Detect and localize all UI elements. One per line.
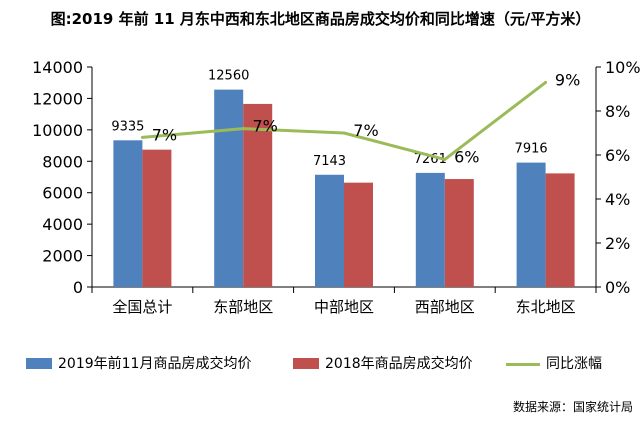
y-left-tick-label: 4000 [42, 215, 83, 234]
y-left-tick-label: 14000 [32, 58, 83, 77]
legend-label: 同比涨幅 [546, 356, 602, 372]
x-tick-label: 西部地区 [415, 298, 475, 316]
bar-2018 [142, 149, 172, 287]
bar-value-label: 7261 [414, 152, 447, 167]
y-right-tick-label: 0% [605, 278, 630, 297]
line-point [140, 135, 144, 139]
y-left-tick-label: 6000 [42, 184, 83, 203]
source-note: 数据来源：国家统计局 [512, 400, 633, 414]
y-right-tick-label: 8% [605, 102, 630, 121]
y-right-tick-label: 4% [605, 190, 630, 209]
line-value-label: 9% [555, 70, 580, 89]
y-left-tick-label: 10000 [32, 121, 83, 140]
bar-value-label: 7143 [313, 154, 346, 169]
y-right-tick-label: 2% [605, 234, 630, 253]
legend-swatch-red [293, 358, 319, 369]
y-right-tick-label: 10% [605, 58, 641, 77]
line-value-label: 6% [454, 147, 479, 166]
y-left-tick-label: 8000 [42, 152, 83, 171]
chart-title: 图:2019 年前 11 月东中西和东北地区商品房成交均价和同比增速（元/平方米… [50, 10, 591, 28]
bar-2019 [214, 89, 244, 287]
legend-label: 2018年商品房成交均价 [325, 356, 473, 372]
line-point [241, 127, 245, 131]
bar-value-label: 7916 [515, 142, 548, 157]
y-left-tick-label: 2000 [42, 247, 83, 266]
chart-legend: 2019年前11月商品房成交均价 2018年商品房成交均价 同比涨幅 [8, 355, 638, 375]
line-point [443, 157, 447, 161]
bar-2019 [113, 140, 143, 287]
x-tick-label: 东部地区 [213, 298, 273, 316]
bar-2019 [315, 174, 344, 287]
line-point [544, 80, 548, 84]
legend-swatch-green-line [506, 363, 540, 366]
bar-value-label: 12560 [208, 69, 249, 84]
line-point [342, 131, 346, 135]
legend-label: 2019年前11月商品房成交均价 [58, 356, 252, 372]
line-value-label: 7% [353, 121, 378, 140]
y-left-tick-label: 0 [73, 278, 83, 297]
line-value-label: 7% [152, 125, 177, 144]
bar-2018 [344, 182, 373, 287]
bar-2018 [545, 173, 575, 287]
bar-2019 [516, 162, 546, 287]
x-tick-label: 全国总计 [112, 298, 172, 316]
bar-2019 [415, 172, 445, 287]
x-tick-label: 中部地区 [314, 298, 374, 316]
y-left-tick-label: 12000 [32, 89, 83, 108]
x-tick-label: 东北地区 [516, 298, 576, 316]
line-yoy-growth [142, 81, 547, 161]
y-right-tick-label: 6% [605, 146, 630, 165]
legend-swatch-blue [26, 358, 52, 369]
bar-value-label: 9335 [111, 119, 144, 134]
bar-2018 [444, 179, 474, 287]
line-value-label: 7% [253, 117, 278, 136]
bar-2018 [243, 103, 273, 287]
